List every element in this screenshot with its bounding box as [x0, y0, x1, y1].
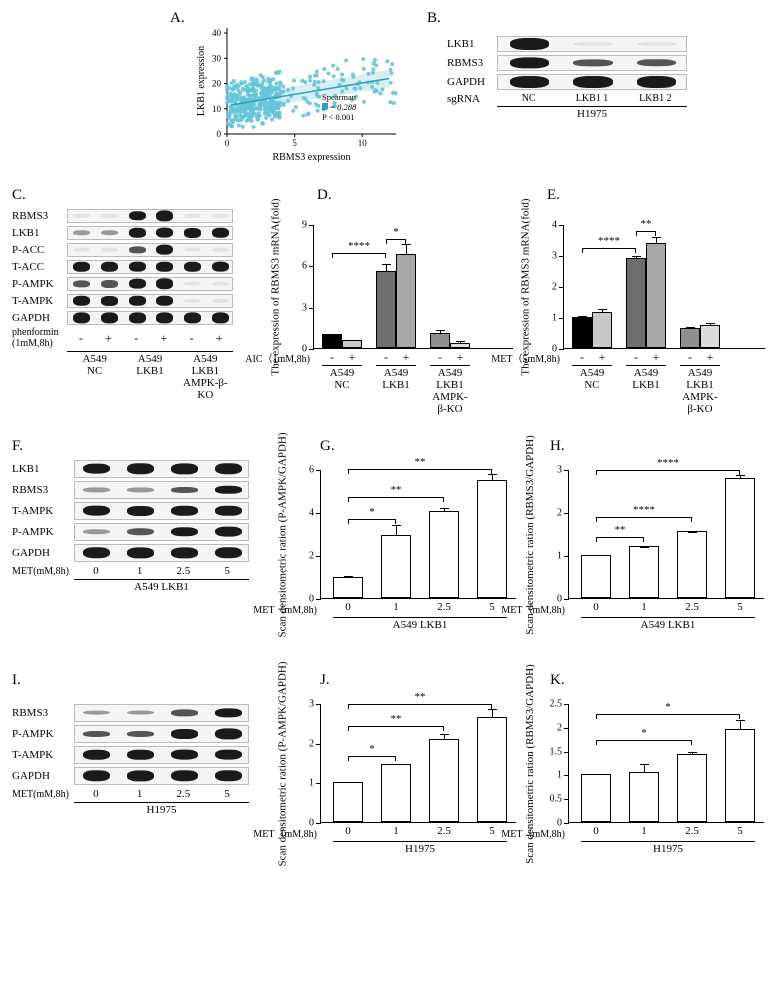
panel-k: K. 00.511.522.5012.55**MET（mM,8h)H1975Sc… — [520, 678, 768, 888]
svg-text:0: 0 — [225, 138, 230, 148]
blot-row-label: T-ACC — [12, 261, 67, 273]
blot-row — [74, 725, 249, 743]
panel-label-h: H. — [550, 438, 565, 455]
bar — [592, 312, 612, 348]
svg-text:Spearman: Spearman — [322, 92, 357, 102]
bar — [700, 325, 720, 348]
blot-row — [67, 209, 233, 223]
blot-row — [74, 460, 249, 478]
panel-j: J. 0123012.55*****MET（mM,8h)H1975Scan de… — [272, 678, 520, 888]
panel-label-b: B. — [427, 10, 441, 27]
panel-d: D. 0369*****-+-+-+AIC（1mM,8h)A549NCA549L… — [267, 195, 517, 430]
blot-row — [74, 481, 249, 499]
blot-row — [497, 36, 687, 52]
panel-e: E. 01234******-+-+-+MET（5mM,8h)A549NCA54… — [517, 195, 769, 430]
blot-row — [74, 544, 249, 562]
blot-row-label: T-AMPK — [12, 749, 74, 761]
svg-text:LKB1 expression: LKB1 expression — [196, 46, 207, 116]
panel-label-g: G. — [320, 438, 335, 455]
blot-row-label: GAPDH — [12, 312, 67, 324]
blot-row-label: T-AMPK — [12, 295, 67, 307]
blot-row-label: RBMS3 — [447, 57, 497, 69]
panel-label-e: E. — [547, 187, 560, 204]
blot-row — [67, 260, 233, 274]
blot-row-label: P-AMPK — [12, 526, 74, 538]
blot-row-label: LKB1 — [12, 227, 67, 239]
blot-row — [67, 277, 233, 291]
panel-label-i: I. — [12, 672, 21, 689]
bar — [680, 328, 700, 348]
blot-row — [497, 55, 687, 71]
panel-a: A. 0 10 20 30 40 0 5 10 RBMS3 expression LKB1 exp… — [162, 12, 427, 177]
blot-row — [67, 243, 233, 257]
figure: A. 0 10 20 30 40 0 5 10 RBMS3 expression LKB1 exp… — [12, 12, 771, 888]
bar — [450, 343, 470, 348]
bar — [626, 258, 646, 348]
bar — [342, 340, 362, 348]
bar — [572, 317, 592, 348]
blot-row-label: GAPDH — [12, 547, 74, 559]
panel-label-a: A. — [170, 10, 185, 27]
panel-label-j: J. — [320, 672, 330, 689]
bar — [376, 271, 396, 348]
blot-row-label: T-AMPK — [12, 505, 74, 517]
bar — [396, 254, 416, 348]
panel-c: C. RBMS3LKB1P-ACCT-ACCP-AMPKT-AMPKGAPDHp… — [12, 195, 267, 430]
blot-row-label: RBMS3 — [12, 210, 67, 222]
blot-row-label: LKB1 — [447, 38, 497, 50]
panel-i: I. RBMS3P-AMPKT-AMPKGAPDHMET(mM,8h)012.5… — [12, 678, 272, 888]
panel-label-f: F. — [12, 438, 23, 455]
blot-row — [74, 523, 249, 541]
panel-label-d: D. — [317, 187, 332, 204]
scatter-plot: 0 10 20 30 40 0 5 10 RBMS3 expression LKB1 expres… — [192, 22, 402, 162]
svg-text:RBMS3 expression: RBMS3 expression — [272, 152, 350, 162]
blot-row — [67, 226, 233, 240]
blot-row-label: GAPDH — [12, 770, 74, 782]
blot-row — [67, 294, 233, 308]
svg-text:0: 0 — [217, 129, 222, 139]
blot-row-label: GAPDH — [447, 76, 497, 88]
blot-row — [74, 746, 249, 764]
blot-row — [67, 311, 233, 325]
svg-text:5: 5 — [292, 138, 297, 148]
blot-row — [497, 74, 687, 90]
bar — [430, 333, 450, 348]
blot-row-label: P-ACC — [12, 244, 67, 256]
panel-g: G. 0246012.55*****MET（mM,8h)A549 LKB1Sca… — [272, 444, 520, 664]
svg-text:20: 20 — [212, 79, 222, 89]
blot-row-label: P-AMPK — [12, 278, 67, 290]
panel-h: H. 0123012.55**********MET（mM,8h)A549 LK… — [520, 444, 768, 664]
blot-row-label: LKB1 — [12, 463, 74, 475]
svg-text:10: 10 — [212, 104, 222, 114]
svg-text:P < 0.001: P < 0.001 — [322, 112, 355, 122]
bar — [646, 243, 666, 348]
panel-label-k: K. — [550, 672, 565, 689]
svg-text:40: 40 — [212, 28, 222, 38]
panel-b: B. LKB1RBMS3GAPDHsgRNANCLKB1 1LKB1 2H197… — [427, 12, 747, 177]
bar — [322, 334, 342, 348]
svg-text:10: 10 — [358, 138, 368, 148]
panel-label-c: C. — [12, 187, 26, 204]
blot-row-label: RBMS3 — [12, 707, 74, 719]
svg-text:30: 30 — [212, 53, 222, 63]
blot-row — [74, 767, 249, 785]
blot-row-label: P-AMPK — [12, 728, 74, 740]
blot-row-label: RBMS3 — [12, 484, 74, 496]
panel-f: F. LKB1RBMS3T-AMPKP-AMPKGAPDHMET(mM,8h)0… — [12, 444, 272, 664]
blot-row — [74, 502, 249, 520]
blot-row — [74, 704, 249, 722]
